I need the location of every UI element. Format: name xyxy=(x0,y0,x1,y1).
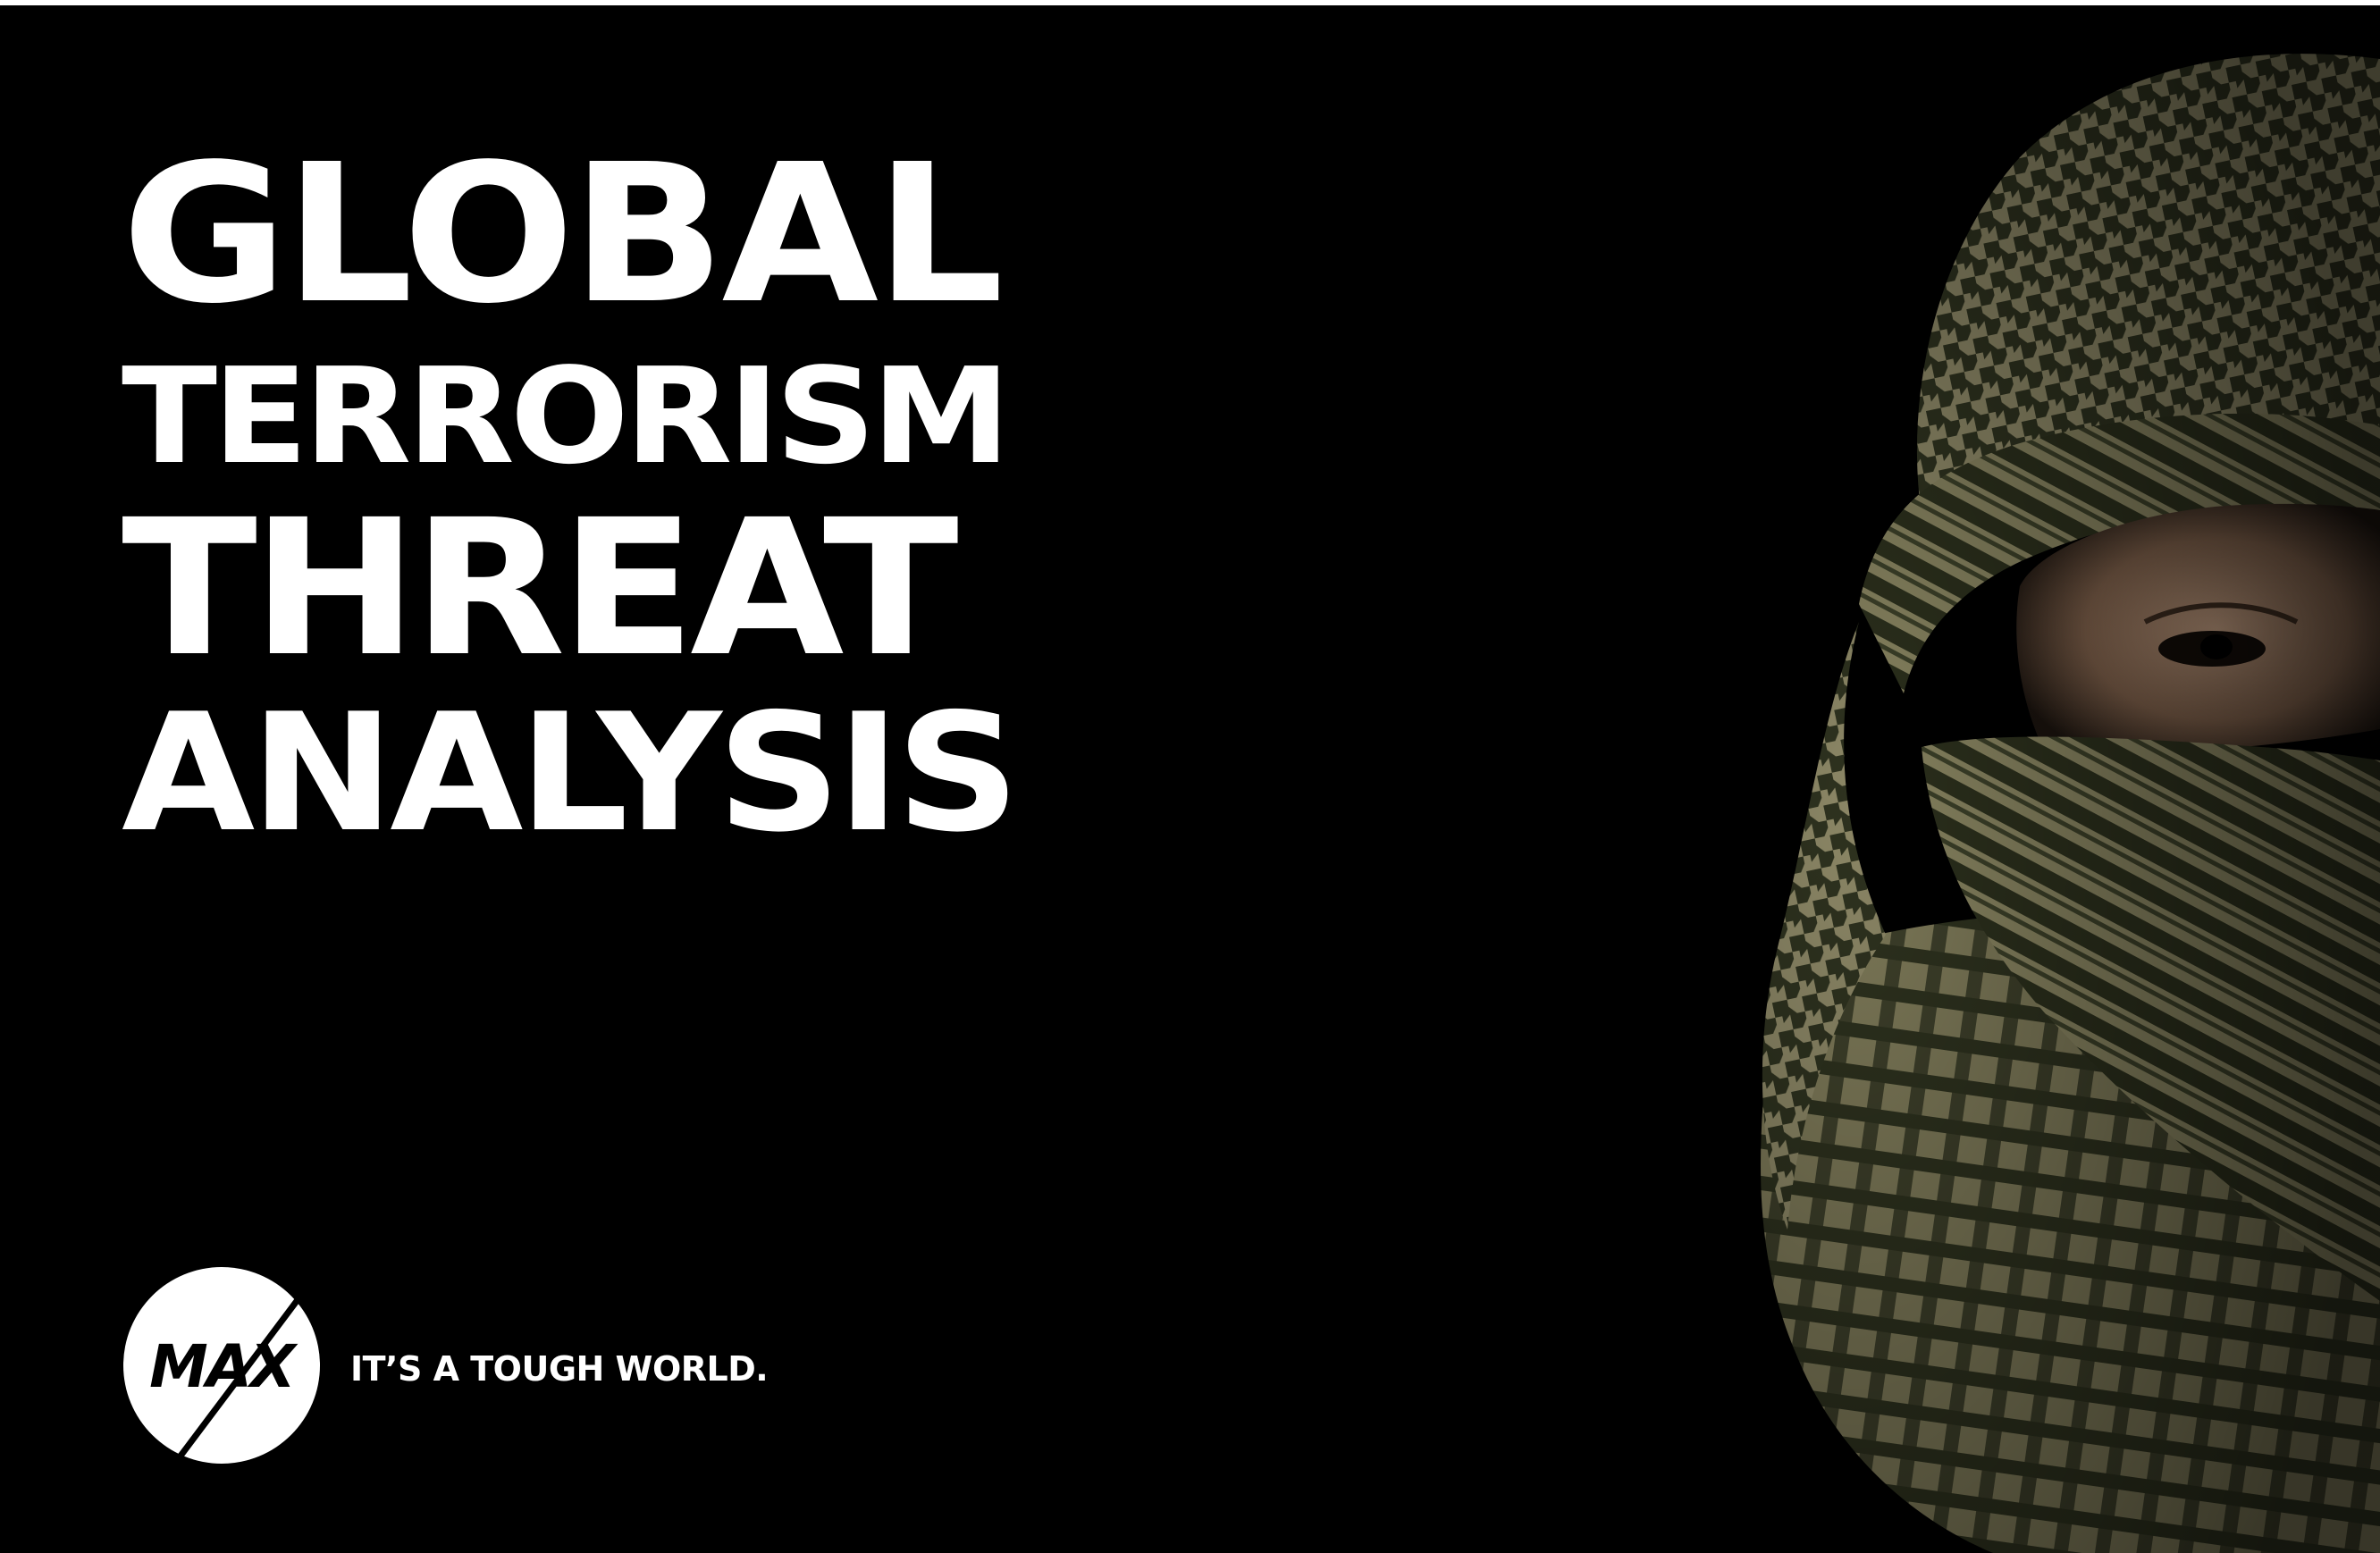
logo-text: MAX xyxy=(149,1332,299,1401)
headline-line-analysis: ANALYSIS xyxy=(122,678,1020,868)
max-logo: MAX xyxy=(123,1267,320,1464)
headline-line-global: GLOBAL xyxy=(122,123,1004,346)
logo-slash xyxy=(176,1284,310,1461)
headline-line-terrorism: TERRORISM xyxy=(122,340,1011,493)
person-in-keffiyeh-icon xyxy=(1725,50,2380,1553)
shading xyxy=(1725,50,2380,1553)
logo-circle xyxy=(123,1267,320,1464)
headline-line-threat: THREAT xyxy=(122,479,959,698)
cover-page: GLOBAL TERRORISM THREAT ANALYSIS MAX IT’… xyxy=(0,5,2380,1553)
tagline: IT’S A TOUGH WORLD. xyxy=(350,1349,769,1389)
headline: GLOBAL TERRORISM THREAT ANALYSIS xyxy=(122,139,1020,855)
